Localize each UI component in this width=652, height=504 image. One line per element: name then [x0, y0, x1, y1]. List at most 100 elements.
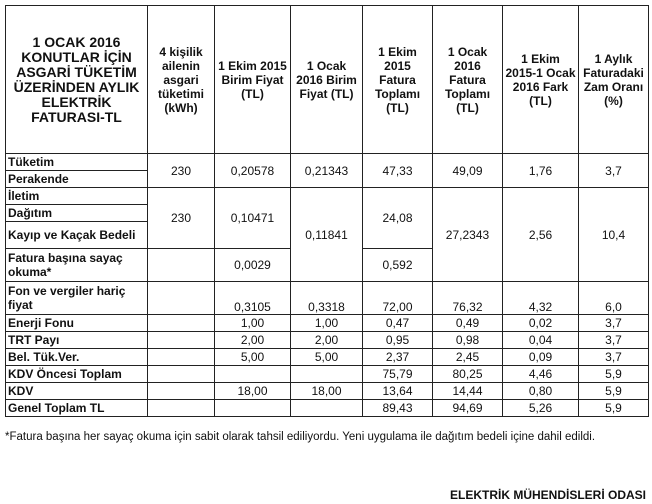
cell: 0,0029	[214, 248, 291, 282]
cell: 4,32	[502, 281, 579, 315]
cell: 4,46	[502, 365, 579, 383]
table-row: Fon ve vergiler hariç fiyat 0,3105 0,331…	[5, 281, 649, 315]
cell	[147, 314, 215, 332]
cell: 14,44	[432, 382, 503, 400]
row-label: Perakende	[5, 170, 148, 188]
header-ocak-total: 1 Ocak 2016 Fatura Toplamı (TL)	[432, 5, 503, 154]
cell: 1,76	[502, 153, 579, 188]
row-label: KDV	[5, 382, 148, 400]
header-row: 1 OCAK 2016 KONUTLAR İÇİN ASGARİ TÜKETİM…	[5, 5, 649, 154]
row-label: Tüketim	[5, 153, 148, 171]
cell: 49,09	[432, 153, 503, 188]
row-label: Bel. Tük.Ver.	[5, 348, 148, 366]
cell: 0,20578	[214, 153, 291, 188]
cell: 2,56	[502, 187, 579, 282]
cell: 0,11841	[290, 187, 363, 282]
row-label: Kayıp ve Kaçak Bedeli	[5, 221, 148, 249]
cell: 3,7	[578, 331, 649, 349]
cell: 18,00	[214, 382, 291, 400]
cell: 0,95	[362, 331, 433, 349]
electricity-bill-table: 1 OCAK 2016 KONUTLAR İÇİN ASGARİ TÜKETİM…	[5, 5, 649, 417]
cell	[290, 399, 363, 417]
row-label: KDV Öncesi Toplam	[5, 365, 148, 383]
cell	[147, 348, 215, 366]
cell: 0,592	[362, 248, 433, 282]
cell: 5,9	[578, 382, 649, 400]
cell: 1,00	[214, 314, 291, 332]
cell	[290, 365, 363, 383]
row-label: Genel Toplam TL	[5, 399, 148, 417]
cell: 5,00	[290, 348, 363, 366]
row-label: Fon ve vergiler hariç fiyat	[5, 281, 148, 315]
table-row: TRT Payı 2,00 2,00 0,95 0,98 0,04 3,7	[5, 331, 649, 349]
row-label: Dağıtım	[5, 204, 148, 222]
cell: 5,26	[502, 399, 579, 417]
cell: 24,08	[362, 187, 433, 249]
table-row: KDV Öncesi Toplam 75,79 80,25 4,46 5,9	[5, 365, 649, 383]
cell: 0,10471	[214, 187, 291, 249]
cell	[147, 331, 215, 349]
cell: 5,00	[214, 348, 291, 366]
table-row: Fatura başına sayaç okuma* 0,0029 0,592	[5, 248, 649, 282]
header-diff: 1 Ekim 2015-1 Ocak 2016 Fark (TL)	[502, 5, 579, 154]
organization-name: ELEKTRİK MÜHENDİSLERİ ODASI	[449, 488, 646, 502]
cell: 2,45	[432, 348, 503, 366]
cell: 72,00	[362, 281, 433, 315]
header-ocak-price: 1 Ocak 2016 Birim Fiyat (TL)	[290, 5, 363, 154]
cell: 3,7	[578, 314, 649, 332]
cell: 5,9	[578, 365, 649, 383]
table-row: KDV 18,00 18,00 13,64 14,44 0,80 5,9	[5, 382, 649, 400]
header-ekim-total: 1 Ekim 2015 Fatura Toplamı (TL)	[362, 5, 433, 154]
header-ekim-price: 1 Ekim 2015 Birim Fiyat (TL)	[214, 5, 291, 154]
header-kwh: 4 kişilik ailenin asgari tüketimi (kWh)	[147, 5, 215, 154]
cell	[147, 248, 215, 282]
table-row: İletim 230 0,10471 0,11841 24,08 27,2343…	[5, 187, 649, 282]
footnote: *Fatura başına her sayaç okuma için sabi…	[5, 431, 596, 443]
cell: 3,7	[578, 153, 649, 188]
header-rate: 1 Aylık Faturadaki Zam Oranı (%)	[578, 5, 649, 154]
row-label: TRT Payı	[5, 331, 148, 349]
cell: 0,49	[432, 314, 503, 332]
cell: 89,43	[362, 399, 433, 417]
cell: 10,4	[578, 187, 649, 282]
cell: 2,00	[290, 331, 363, 349]
table-row: Bel. Tük.Ver. 5,00 5,00 2,37 2,45 0,09 3,7	[5, 348, 649, 366]
cell: 0,3105	[214, 281, 291, 315]
cell: 5,9	[578, 399, 649, 417]
cell: 18,00	[290, 382, 363, 400]
row-label: Fatura başına sayaç okuma*	[5, 248, 148, 282]
cell: 1,00	[290, 314, 363, 332]
cell: 2,00	[214, 331, 291, 349]
cell: 0,47	[362, 314, 433, 332]
cell	[147, 281, 215, 315]
table-row: Tüketim 230 0,20578 0,21343 47,33 49,09 …	[5, 153, 649, 188]
cell: 27,2343	[432, 187, 503, 282]
cell: 230	[147, 187, 215, 249]
cell: 0,80	[502, 382, 579, 400]
table-row: Enerji Fonu 1,00 1,00 0,47 0,49 0,02 3,7	[5, 314, 649, 332]
cell: 0,21343	[290, 153, 363, 188]
cell: 0,98	[432, 331, 503, 349]
cell: 13,64	[362, 382, 433, 400]
cell: 0,09	[502, 348, 579, 366]
header-title: 1 OCAK 2016 KONUTLAR İÇİN ASGARİ TÜKETİM…	[5, 5, 148, 154]
cell: 3,7	[578, 348, 649, 366]
cell	[147, 399, 215, 417]
cell: 2,37	[362, 348, 433, 366]
cell: 0,04	[502, 331, 579, 349]
cell: 76,32	[432, 281, 503, 315]
cell: 94,69	[432, 399, 503, 417]
row-label: İletim	[5, 187, 148, 205]
cell: 0,02	[502, 314, 579, 332]
cell	[214, 399, 291, 417]
cell: 6,0	[578, 281, 649, 315]
cell: 47,33	[362, 153, 433, 188]
cell	[214, 365, 291, 383]
cell	[147, 382, 215, 400]
cell: 230	[147, 153, 215, 188]
cell: 80,25	[432, 365, 503, 383]
table-row: Genel Toplam TL 89,43 94,69 5,26 5,9	[5, 399, 649, 417]
cell: 75,79	[362, 365, 433, 383]
row-label: Enerji Fonu	[5, 314, 148, 332]
cell: 0,3318	[290, 281, 363, 315]
